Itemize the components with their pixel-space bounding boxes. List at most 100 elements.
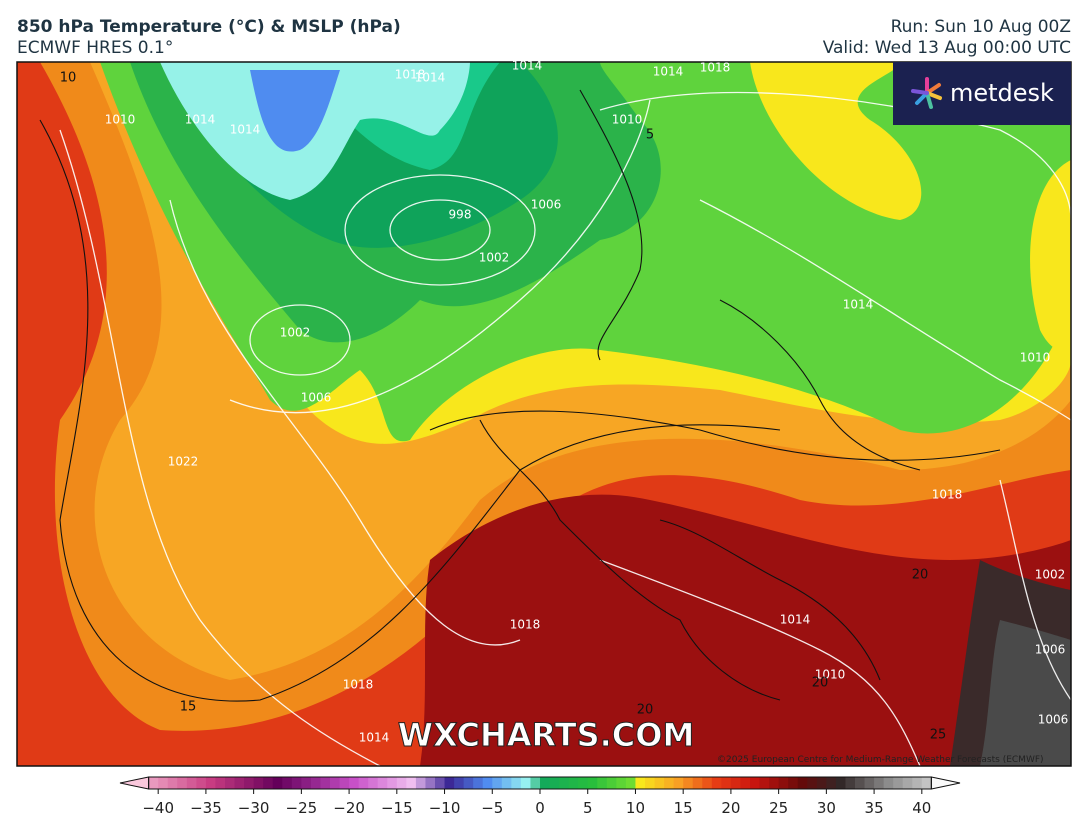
colorbar-swatch — [167, 777, 178, 789]
colorbar-swatch — [883, 777, 894, 789]
colorbar-swatch — [664, 777, 675, 789]
colorbar-swatch — [177, 777, 188, 789]
colorbar-swatch — [215, 777, 226, 789]
colorbar-swatch — [148, 777, 159, 789]
colorbar-swatch — [205, 777, 216, 789]
isobar-label: 1014 — [185, 113, 216, 127]
colorbar-swatch — [597, 777, 608, 789]
colorbar-tick-label: 30 — [817, 799, 836, 817]
colorbar-swatch — [253, 777, 264, 789]
colorbar-swatch — [291, 777, 302, 789]
isobar-label: 1010 — [105, 113, 136, 127]
map: WXCHARTS.COM ©2025 European Centre for M… — [17, 62, 1071, 766]
colorbar-swatch — [606, 777, 617, 789]
colorbar-swatch — [702, 777, 713, 789]
colorbar-swatch — [807, 777, 818, 789]
colorbar-tick-label: −25 — [286, 799, 318, 817]
isobar-label: 1018 — [395, 68, 426, 82]
colorbar-swatch — [540, 777, 551, 789]
colorbar-swatch — [330, 777, 341, 789]
colorbar-tick-label: −35 — [190, 799, 222, 817]
isobar-label: 1006 — [1035, 643, 1066, 657]
colorbar-swatch — [845, 777, 856, 789]
run-time: Run: Sun 10 Aug 00Z — [891, 17, 1071, 37]
colorbar-tick-label: −10 — [429, 799, 461, 817]
colorbar-swatch — [835, 777, 846, 789]
colorbar-swatch — [645, 777, 656, 789]
colorbar-swatch — [339, 777, 350, 789]
isobar-label: 1014 — [230, 123, 261, 137]
colorbar-swatch — [454, 777, 465, 789]
title: 850 hPa Temperature (°C) & MSLP (hPa) — [17, 17, 401, 37]
colorbar-swatch — [635, 777, 646, 789]
colorbar-swatch — [377, 777, 388, 789]
colorbar-swatch — [396, 777, 407, 789]
colorbar-swatch — [310, 777, 321, 789]
colorbar-swatch — [463, 777, 474, 789]
colorbar-tick-label: −30 — [238, 799, 270, 817]
colorbar-swatch — [435, 777, 446, 789]
colorbar-swatch — [740, 777, 751, 789]
colorbar-swatch — [673, 777, 684, 789]
colorbar-tick-label: 40 — [912, 799, 931, 817]
colorbar-swatch — [902, 777, 913, 789]
colorbar-swatch — [368, 777, 379, 789]
logo: metdesk — [893, 62, 1071, 125]
isobar-label: 1010 — [1020, 351, 1051, 365]
copyright: ©2025 European Centre for Medium-Range W… — [717, 755, 1044, 765]
watermark: WXCHARTS.COM — [398, 716, 695, 754]
colorbar-swatch — [244, 777, 255, 789]
colorbar-tick-label: 10 — [626, 799, 645, 817]
colorbar-swatch — [349, 777, 360, 789]
colorbar-tick-label: 35 — [865, 799, 884, 817]
colorbar-swatch — [225, 777, 236, 789]
isotherm-label: 20 — [637, 703, 654, 718]
colorbar-tick-label: −40 — [142, 799, 174, 817]
colorbar-swatch — [301, 777, 312, 789]
colorbar-swatch — [272, 777, 283, 789]
colorbar-swatch — [406, 777, 417, 789]
colorbar-swatch — [750, 777, 761, 789]
colorbar-swatch — [797, 777, 808, 789]
colorbar-swatch — [587, 777, 598, 789]
colorbar-tick-label: 5 — [583, 799, 593, 817]
isobar-label: 1022 — [168, 455, 199, 469]
colorbar-swatch — [568, 777, 579, 789]
isotherm-label: 10 — [60, 71, 77, 86]
isotherm-label: 25 — [930, 728, 947, 743]
colorbar-tick-label: −5 — [481, 799, 503, 817]
isobar-label: 1014 — [653, 65, 684, 79]
colorbar-swatch — [473, 777, 484, 789]
colorbar-swatch — [721, 777, 732, 789]
colorbar-swatch — [559, 777, 570, 789]
isobar-label: 1006 — [301, 391, 332, 405]
isotherm-label: 5 — [646, 128, 654, 143]
colorbar-swatch — [196, 777, 207, 789]
colorbar-swatch — [912, 777, 923, 789]
colorbar-swatch — [816, 777, 827, 789]
colorbar: −40 −35 −30 −25 −20 −15 −10 −5 0 5 10 15 20 25 30 35 40 — [119, 776, 961, 817]
colorbar-swatch — [826, 777, 837, 789]
colorbar-swatch — [511, 777, 522, 789]
isobar-label: 1002 — [479, 251, 510, 265]
isobar-label: 1014 — [780, 613, 811, 627]
colorbar-swatch — [874, 777, 885, 789]
colorbar-swatch — [788, 777, 799, 789]
isotherm-label: 15 — [180, 700, 197, 715]
colorbar-swatch — [234, 777, 245, 789]
isobar-label: 1014 — [843, 298, 874, 312]
colorbar-tick-label: −20 — [333, 799, 365, 817]
colorbar-swatch — [578, 777, 589, 789]
map-frame — [16, 61, 1072, 767]
isobar-label: 1006 — [531, 198, 562, 212]
colorbar-swatch — [683, 777, 694, 789]
colorbar-swatch — [625, 777, 636, 789]
isobar-label: 1006 — [1038, 713, 1069, 727]
logo-text: metdesk — [950, 79, 1054, 107]
isobar-label: 1010 — [612, 113, 643, 127]
isobar-label: 1010 — [815, 668, 846, 682]
colorbar-swatch — [549, 777, 560, 789]
isobar-label: 1018 — [700, 61, 731, 75]
isobar-label: 1014 — [512, 59, 543, 73]
isotherm-label: 20 — [912, 568, 929, 583]
